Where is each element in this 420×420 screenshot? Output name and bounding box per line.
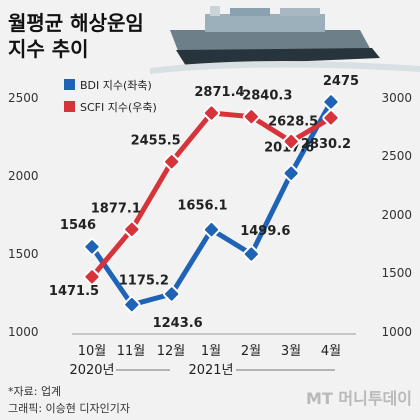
right-tick: 1500 <box>381 266 412 280</box>
left-tick: 1500 <box>8 247 39 261</box>
x-axis: 10월 11월 12월 1월 2월 3월 4월 <box>78 344 341 359</box>
right-tick: 2500 <box>381 149 412 163</box>
year-label-2020: 2020년 <box>69 363 114 378</box>
left-axis: 2500 2000 1500 1000 <box>8 91 39 339</box>
source-note: *자료: 업계 <box>8 385 61 398</box>
year-labels: 2020년 2021년 <box>69 363 335 378</box>
point-marker-scfi <box>83 268 101 286</box>
legend-swatch-bdi <box>64 79 75 90</box>
series-layer: 15461175.21243.61656.11499.62017.6247514… <box>49 74 359 331</box>
left-tick: 1000 <box>8 325 39 339</box>
point-marker-bdi <box>83 238 101 256</box>
data-label-scfi: 1877.1 <box>91 201 141 216</box>
point-marker-bdi <box>123 296 141 314</box>
data-label-scfi: 2628.5 <box>268 114 318 129</box>
right-tick: 1000 <box>381 325 412 339</box>
year-label-2021: 2021년 <box>188 363 233 378</box>
point-marker-bdi <box>163 285 181 303</box>
brand-logo: MT 머니투데이 <box>306 389 412 408</box>
point-marker-scfi <box>282 132 300 151</box>
credit-note: 그래픽: 이승현 디자인기자 <box>8 402 130 415</box>
data-label-bdi: 1656.1 <box>177 199 227 214</box>
right-tick: 2000 <box>381 208 412 222</box>
data-label-bdi: 1546 <box>60 218 96 233</box>
data-label-scfi: 2871.4 <box>194 85 244 100</box>
data-label-bdi: 2475 <box>323 74 359 89</box>
data-label-scfi: 2840.3 <box>242 89 292 104</box>
x-tick: 3월 <box>281 344 301 359</box>
point-marker-scfi <box>322 109 340 127</box>
x-tick: 10월 <box>78 344 107 359</box>
right-axis: 3000 2500 2000 1500 1000 <box>381 91 412 339</box>
point-marker-scfi <box>202 104 221 122</box>
title-line-2: 지수 추이 <box>8 37 89 61</box>
data-label-scfi: 1471.5 <box>49 284 99 299</box>
left-tick: 2000 <box>8 169 39 183</box>
left-tick: 2500 <box>8 91 39 105</box>
data-label-scfi: 2830.2 <box>301 137 351 152</box>
x-tick: 12월 <box>157 344 186 359</box>
x-tick: 2월 <box>241 344 261 359</box>
data-label-bdi: 1175.2 <box>119 274 169 289</box>
right-tick: 3000 <box>381 91 412 105</box>
legend-label-bdi: BDI 지수(좌축) <box>80 79 152 92</box>
point-marker-scfi <box>163 153 181 171</box>
x-tick: 4월 <box>321 344 341 359</box>
legend: BDI 지수(좌축) SCFI 지수(우축) <box>64 79 157 114</box>
legend-label-scfi: SCFI 지수(우축) <box>80 101 157 114</box>
data-label-bdi: 1243.6 <box>153 316 203 331</box>
point-marker-bdi <box>322 93 340 111</box>
x-tick: 11월 <box>117 344 146 359</box>
point-marker-scfi <box>242 108 260 126</box>
point-marker-scfi <box>123 220 141 239</box>
legend-swatch-scfi <box>64 101 75 112</box>
data-label-scfi: 2455.5 <box>131 134 181 149</box>
ship-illustration <box>150 6 420 74</box>
x-tick: 1월 <box>201 344 221 359</box>
point-marker-bdi <box>282 164 300 182</box>
point-marker-bdi <box>202 220 221 239</box>
point-marker-bdi <box>242 245 260 263</box>
data-label-bdi: 1499.6 <box>240 224 290 239</box>
title-line-1: 월평균 해상운임 <box>8 11 144 35</box>
